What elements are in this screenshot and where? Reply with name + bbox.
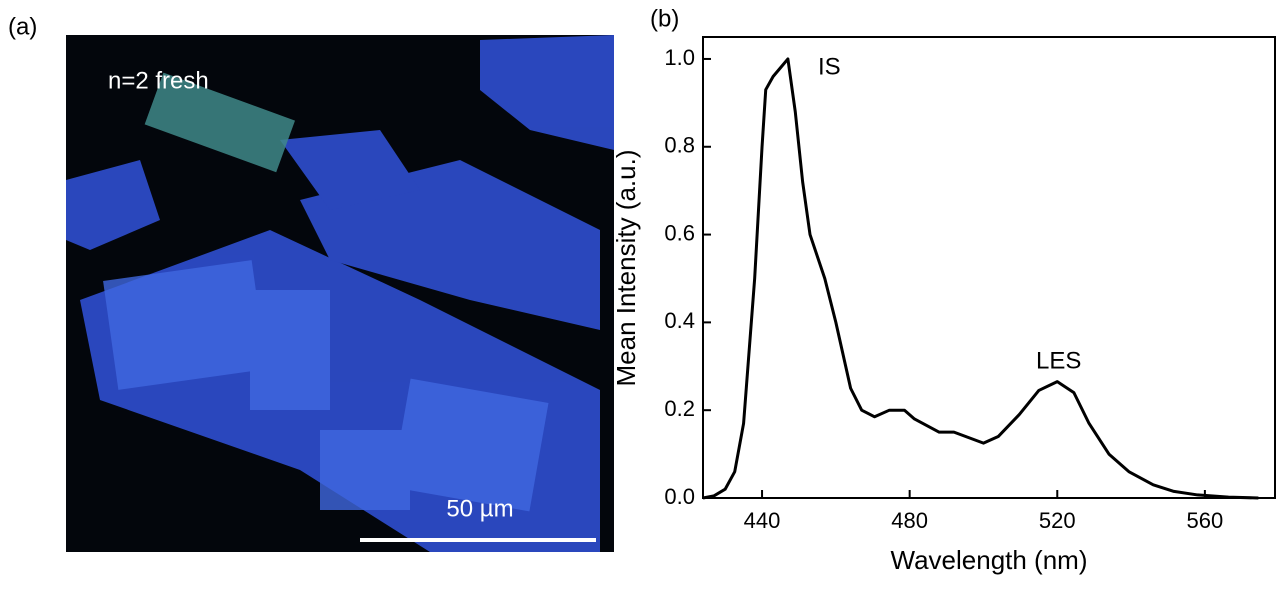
y-tick-label: 0.8	[664, 133, 695, 158]
x-tick-label: 560	[1187, 508, 1224, 533]
y-tick-label: 1.0	[664, 45, 695, 70]
y-tick-label: 0.2	[664, 396, 695, 421]
y-tick-label: 0.0	[664, 484, 695, 509]
x-tick-label: 480	[891, 508, 928, 533]
y-tick-label: 0.6	[664, 220, 695, 245]
annotation: IS	[818, 53, 841, 80]
panel-label: (b)	[650, 5, 679, 32]
x-tick-label: 520	[1039, 508, 1076, 533]
image-caption: n=2 fresh	[108, 67, 209, 94]
y-tick-label: 0.4	[664, 308, 695, 333]
micrograph: n=2 fresh 50 µm	[66, 35, 614, 552]
plot-frame	[702, 36, 1276, 499]
scale-bar-label: 50 µm	[446, 495, 513, 522]
x-axis-label: Wavelength (nm)	[891, 545, 1088, 575]
y-axis-label: Mean Intensity (a.u.)	[611, 150, 641, 387]
panel-label: (a)	[8, 13, 37, 40]
x-tick-label: 440	[744, 508, 781, 533]
annotation: LES	[1036, 347, 1081, 374]
spectrum-line	[702, 57, 1259, 500]
